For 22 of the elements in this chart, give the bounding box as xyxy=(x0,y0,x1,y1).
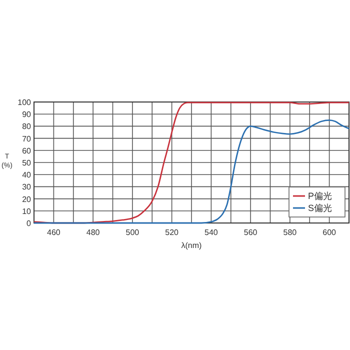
x-tick-label: 560 xyxy=(244,228,258,237)
x-tick-label: 580 xyxy=(283,228,298,237)
y-tick-label: 0 xyxy=(26,219,32,228)
x-tick-label: 540 xyxy=(204,228,218,237)
y-tick-label: 90 xyxy=(22,110,32,120)
x-tick-label: 460 xyxy=(47,228,61,237)
y-tick-label: 70 xyxy=(22,134,32,144)
legend-label: S偏光 xyxy=(308,203,332,213)
y-tick-label: 60 xyxy=(22,146,32,156)
x-tick-label: 500 xyxy=(126,228,140,237)
y-tick-label: 10 xyxy=(22,206,32,216)
x-axis-title: λ(nm) xyxy=(181,241,202,250)
y-tick-label: 50 xyxy=(22,158,32,168)
y-tick-label: 80 xyxy=(22,122,32,132)
x-tick-label: 480 xyxy=(86,228,100,237)
x-tick-label: 600 xyxy=(322,228,337,237)
y-tick-label: 40 xyxy=(22,170,32,180)
y-tick-label: 20 xyxy=(22,194,32,204)
x-tick-label: 520 xyxy=(165,228,180,237)
y-tick-label: 100 xyxy=(18,98,32,107)
legend-label: P偏光 xyxy=(308,191,332,201)
y-tick-label: 30 xyxy=(22,182,32,192)
